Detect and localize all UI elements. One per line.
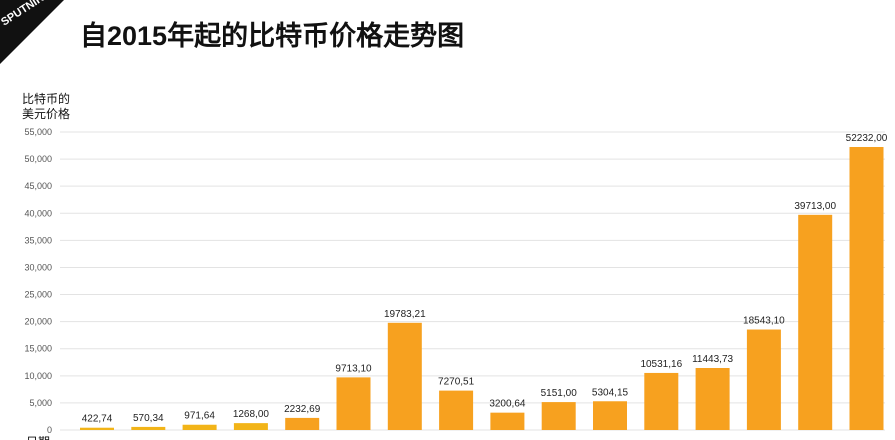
data-label: 11443,73 xyxy=(692,354,733,365)
bar xyxy=(131,426,166,430)
bar xyxy=(182,424,217,430)
data-label: 1268,00 xyxy=(233,409,270,420)
x-axis-label: 日期 xyxy=(26,435,50,440)
y-tick-label: 45,000 xyxy=(24,181,52,191)
y-tick-label: 10,000 xyxy=(24,371,52,381)
data-label: 39713,00 xyxy=(794,201,836,212)
y-tick-label: 15,000 xyxy=(24,344,52,354)
bar xyxy=(798,214,833,430)
bar xyxy=(233,423,268,430)
data-label: 570,34 xyxy=(133,413,164,424)
data-label: 5151,00 xyxy=(541,388,578,399)
bar xyxy=(644,372,679,430)
bar xyxy=(695,367,730,430)
y-tick-label: 50,000 xyxy=(24,154,52,164)
bar xyxy=(541,402,576,430)
data-label: 5304,15 xyxy=(592,387,629,398)
y-tick-label: 40,000 xyxy=(24,208,52,218)
bar xyxy=(387,322,422,430)
y-tick-label: 35,000 xyxy=(24,235,52,245)
y-axis-label-line-2: 美元价格 xyxy=(22,107,71,121)
data-label: 2232,69 xyxy=(284,404,321,415)
y-tick-label: 0 xyxy=(47,425,52,435)
y-tick-label: 30,000 xyxy=(24,262,52,272)
data-label: 422,74 xyxy=(82,414,113,425)
bar xyxy=(849,146,884,430)
data-label: 3200,64 xyxy=(489,399,526,410)
data-label: 52232,00 xyxy=(846,133,888,144)
y-tick-label: 5,000 xyxy=(29,398,52,408)
chart-title: 自2015年起的比特币价格走势图 xyxy=(80,21,465,51)
y-tick-label: 25,000 xyxy=(24,290,52,300)
bar xyxy=(285,417,320,430)
data-label: 18543,10 xyxy=(743,316,785,327)
bar xyxy=(746,329,781,430)
data-label: 7270,51 xyxy=(438,377,475,388)
data-label: 19783,21 xyxy=(384,309,426,320)
y-axis-label: 比特币的 美元价格 xyxy=(22,92,70,122)
bar xyxy=(439,390,474,430)
data-label: 9713,10 xyxy=(335,363,372,374)
y-tick-label: 20,000 xyxy=(24,317,52,327)
bar xyxy=(80,427,114,430)
data-label: 10531,16 xyxy=(640,359,682,370)
y-axis-label-line-1: 比特币的 xyxy=(22,92,71,106)
data-label: 971,64 xyxy=(184,411,215,422)
bar xyxy=(593,401,627,430)
bar xyxy=(336,377,371,430)
sputnik-logo: SPUTNIK xyxy=(0,0,64,64)
bar xyxy=(490,412,525,430)
y-tick-label: 55,000 xyxy=(24,127,52,137)
